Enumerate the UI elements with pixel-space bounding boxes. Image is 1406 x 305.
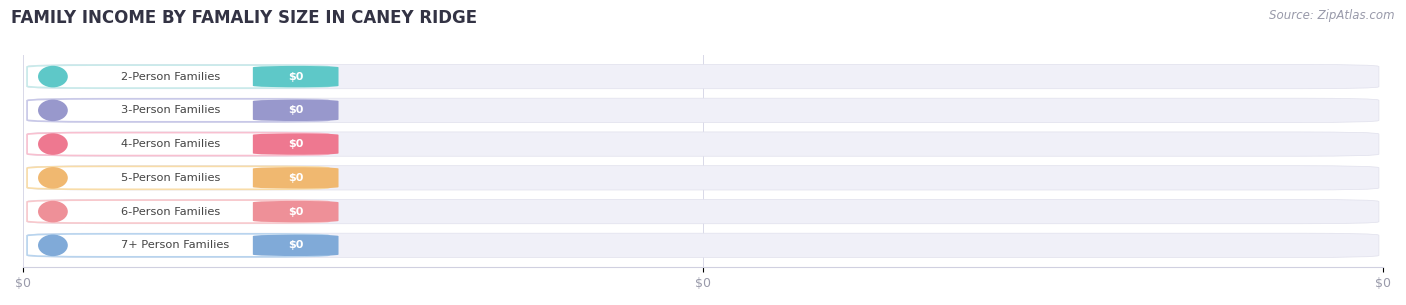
FancyBboxPatch shape xyxy=(27,133,329,156)
Text: FAMILY INCOME BY FAMALIY SIZE IN CANEY RIDGE: FAMILY INCOME BY FAMALIY SIZE IN CANEY R… xyxy=(11,9,478,27)
FancyBboxPatch shape xyxy=(27,166,1379,190)
Ellipse shape xyxy=(38,167,67,188)
FancyBboxPatch shape xyxy=(27,166,329,189)
Text: 4-Person Families: 4-Person Families xyxy=(121,139,221,149)
FancyBboxPatch shape xyxy=(27,99,329,122)
FancyBboxPatch shape xyxy=(27,64,1379,89)
Text: $0: $0 xyxy=(288,105,304,115)
Ellipse shape xyxy=(38,66,67,88)
FancyBboxPatch shape xyxy=(27,98,1379,123)
Text: 3-Person Families: 3-Person Families xyxy=(121,105,221,115)
FancyBboxPatch shape xyxy=(253,99,339,121)
Ellipse shape xyxy=(38,99,67,121)
FancyBboxPatch shape xyxy=(253,235,339,256)
FancyBboxPatch shape xyxy=(27,200,329,223)
Text: $0: $0 xyxy=(288,206,304,217)
Text: Source: ZipAtlas.com: Source: ZipAtlas.com xyxy=(1270,9,1395,22)
FancyBboxPatch shape xyxy=(253,201,339,222)
Ellipse shape xyxy=(38,235,67,256)
Text: $0: $0 xyxy=(288,173,304,183)
Ellipse shape xyxy=(38,201,67,222)
Text: $0: $0 xyxy=(288,139,304,149)
FancyBboxPatch shape xyxy=(253,167,339,188)
FancyBboxPatch shape xyxy=(27,65,329,88)
FancyBboxPatch shape xyxy=(27,234,329,257)
Ellipse shape xyxy=(38,133,67,155)
Text: 6-Person Families: 6-Person Families xyxy=(121,206,221,217)
FancyBboxPatch shape xyxy=(27,233,1379,257)
FancyBboxPatch shape xyxy=(253,133,339,155)
Text: 2-Person Families: 2-Person Families xyxy=(121,72,221,82)
FancyBboxPatch shape xyxy=(253,66,339,88)
FancyBboxPatch shape xyxy=(27,132,1379,156)
Text: 5-Person Families: 5-Person Families xyxy=(121,173,221,183)
FancyBboxPatch shape xyxy=(27,199,1379,224)
Text: $0: $0 xyxy=(288,72,304,82)
Text: $0: $0 xyxy=(288,240,304,250)
Text: 7+ Person Families: 7+ Person Families xyxy=(121,240,229,250)
